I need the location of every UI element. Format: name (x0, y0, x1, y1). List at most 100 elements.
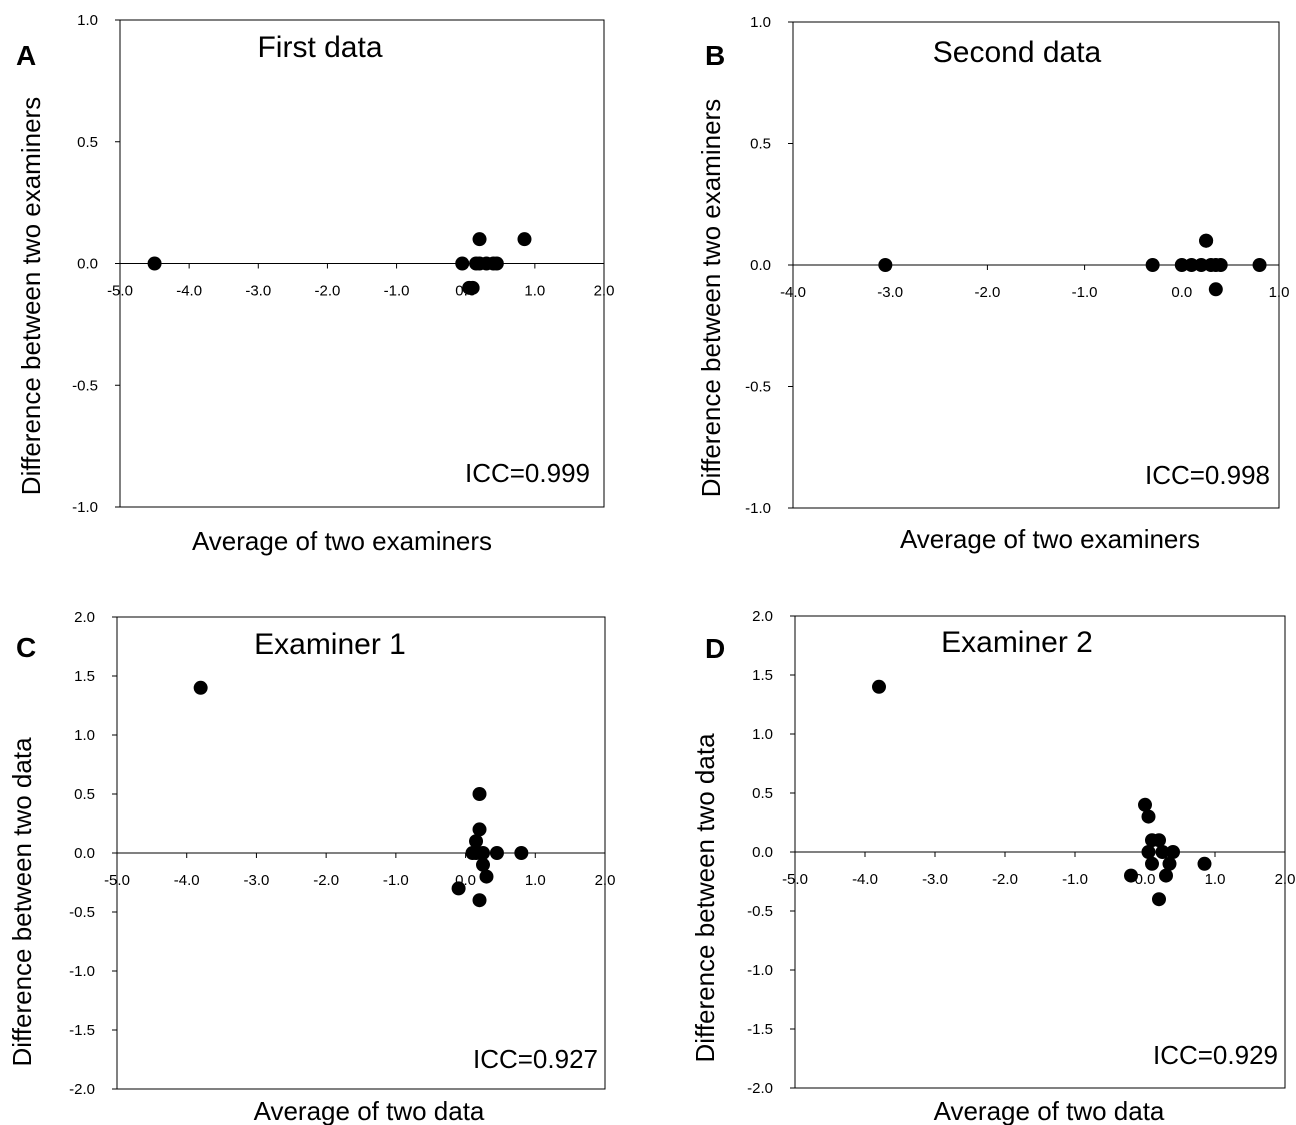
panel-letter: B (705, 40, 725, 71)
x-tick-label: 2.0 (595, 872, 616, 889)
data-point (479, 869, 494, 884)
data-point (1208, 282, 1223, 297)
data-point (1166, 845, 1180, 859)
x-axis-label: Average of two data (254, 1096, 485, 1125)
chart-title: Examiner 2 (941, 626, 1093, 659)
y-tick-label: -2.0 (69, 1081, 95, 1098)
x-tick-label: -2.0 (314, 283, 340, 300)
data-point (1252, 258, 1267, 272)
y-axis-label: Difference between two data (7, 737, 37, 1067)
x-tick-label: -5.0 (782, 871, 808, 888)
y-tick-label: 1.5 (74, 668, 95, 685)
panel-letter: A (16, 40, 36, 71)
y-tick-label: 2.0 (74, 609, 95, 626)
y-tick-label: 1.0 (74, 727, 95, 744)
x-axis-label: Average of two examiners (900, 524, 1200, 554)
y-tick-label: 2.0 (752, 608, 773, 625)
x-tick-label: 1.0 (524, 283, 545, 300)
y-tick-label: -1.5 (69, 1022, 95, 1039)
y-axis-label: Difference between two data (690, 733, 720, 1063)
data-point (1155, 845, 1170, 859)
x-tick-label: 1.0 (1205, 871, 1226, 888)
x-tick-label: -4.0 (174, 872, 200, 889)
x-tick-label: -2.0 (992, 871, 1018, 888)
data-point (1138, 797, 1152, 812)
x-tick-label: -4.0 (852, 871, 878, 888)
x-tick-label: -3.0 (245, 283, 271, 300)
data-point (1184, 258, 1199, 272)
panel-c: C Examiner 1 Average of two data Differe… (7, 609, 615, 1125)
icc-annotation: ICC=0.929 (1153, 1040, 1278, 1070)
data-point (193, 680, 208, 695)
data-point (1152, 892, 1166, 907)
data-point (476, 857, 490, 872)
icc-annotation: ICC=0.927 (473, 1044, 598, 1074)
x-tick-label: -2.0 (974, 284, 1000, 301)
y-tick-label: 1.0 (750, 14, 771, 31)
y-tick-label: -1.0 (747, 962, 773, 979)
data-point (1213, 258, 1228, 272)
x-tick-label: -3.0 (243, 872, 269, 889)
y-tick-label: -2.0 (747, 1080, 773, 1097)
data-point (1194, 258, 1209, 272)
data-point (465, 280, 480, 295)
panel-a: A First data Average of two examiners Di… (16, 12, 614, 556)
y-tick-label: -1.0 (72, 499, 98, 516)
x-tick-label: -1.0 (384, 283, 410, 300)
data-point (1174, 258, 1189, 272)
y-tick-label: 0.5 (752, 785, 773, 802)
x-tick-label: 1.0 (1269, 284, 1290, 301)
y-tick-label: -1.0 (69, 963, 95, 980)
y-tick-label: -1.0 (745, 500, 771, 517)
chart-title: Examiner 1 (254, 628, 406, 661)
y-tick-label: 1.0 (752, 726, 773, 743)
x-tick-label: -3.0 (922, 871, 948, 888)
data-point (476, 846, 490, 860)
x-tick-label: -1.0 (1062, 871, 1088, 888)
icc-annotation: ICC=0.998 (1145, 460, 1270, 490)
data-point (472, 822, 487, 837)
x-tick-label: -4.0 (176, 283, 202, 300)
data-point (489, 846, 504, 860)
data-point (1199, 233, 1214, 248)
data-point (1145, 856, 1159, 871)
y-tick-label: 0.0 (752, 844, 773, 861)
data-point (872, 679, 886, 694)
chart-title: Second data (933, 36, 1102, 69)
y-tick-label: 1.5 (752, 667, 773, 684)
icc-annotation: ICC=0.999 (465, 458, 590, 488)
x-tick-label: -5.0 (107, 283, 133, 300)
data-point (147, 256, 162, 271)
data-point (1141, 809, 1156, 824)
data-point (1159, 868, 1173, 883)
x-tick-label: 2.0 (1275, 871, 1296, 888)
y-axis-label: Difference between two examiners (696, 99, 726, 497)
y-tick-label: 0.5 (77, 134, 98, 151)
y-tick-label: 1.0 (77, 12, 98, 29)
y-tick-label: -0.5 (745, 379, 771, 396)
x-tick-label: -1.0 (1072, 284, 1098, 301)
x-tick-label: 0.0 (1135, 871, 1156, 888)
x-tick-label: -5.0 (104, 872, 130, 889)
y-tick-label: 0.5 (750, 136, 771, 153)
x-tick-label: -1.0 (383, 872, 409, 889)
y-axis-label: Difference between two examiners (16, 97, 46, 495)
y-tick-label: 0.0 (74, 845, 95, 862)
data-point (455, 256, 470, 271)
y-tick-label: -0.5 (69, 904, 95, 921)
data-point (489, 256, 504, 271)
y-tick-label: -0.5 (747, 903, 773, 920)
x-tick-label: 1.0 (525, 872, 546, 889)
panel-d: D Examiner 2 Average of two data Differe… (690, 608, 1295, 1125)
y-tick-label: 0.0 (77, 256, 98, 273)
data-point (517, 232, 532, 247)
x-tick-label: -3.0 (877, 284, 903, 301)
panel-letter: C (16, 632, 36, 663)
x-tick-label: 0.0 (1171, 284, 1192, 301)
data-point (451, 881, 466, 896)
data-point (472, 893, 487, 908)
data-point (472, 787, 487, 801)
data-point (1141, 845, 1156, 859)
y-tick-label: -1.5 (747, 1021, 773, 1038)
panel-b: B Second data Average of two examiners D… (696, 14, 1289, 554)
